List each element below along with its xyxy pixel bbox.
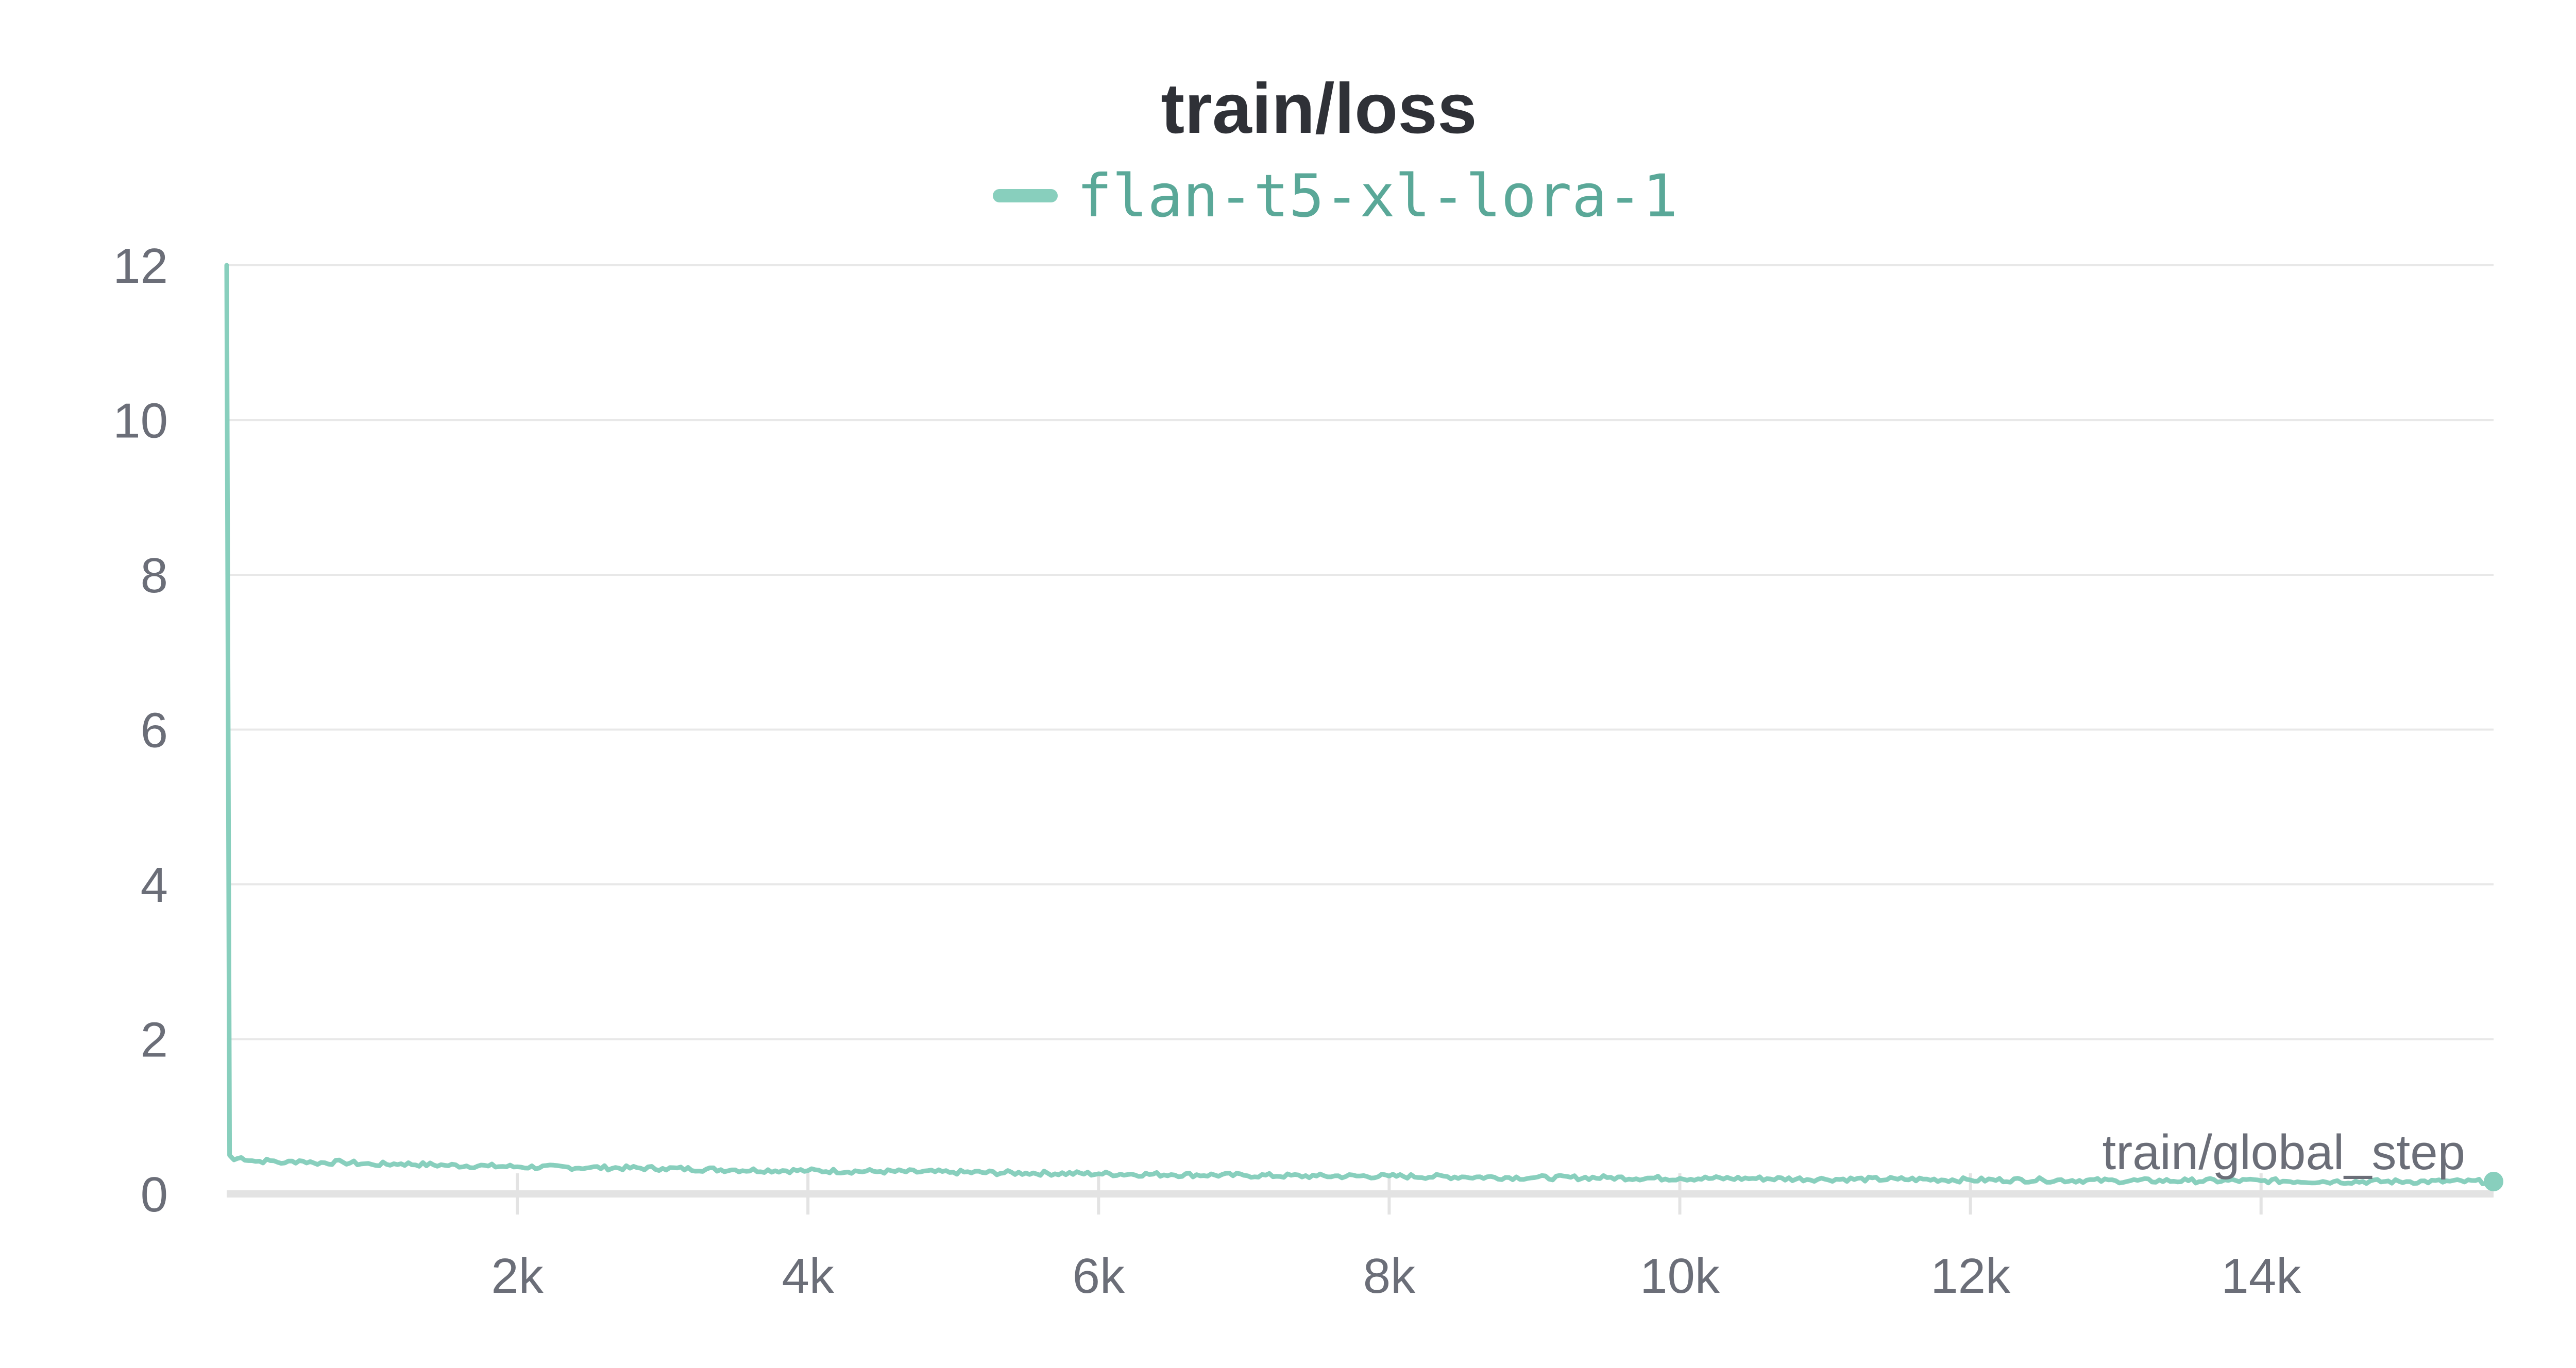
legend[interactable]: flan-t5-xl-lora-1: [993, 162, 1678, 230]
series-end-point[interactable]: [2484, 1171, 2503, 1191]
y-axis-ticks: 0 2 4 6 8 10 12: [113, 238, 168, 1222]
y-tick-label: 4: [141, 858, 168, 913]
grid-lines: [227, 264, 2494, 1040]
y-tick-label: 0: [141, 1167, 168, 1222]
y-tick-label: 6: [141, 703, 168, 758]
chart-title: train/loss: [1161, 69, 1477, 148]
x-tick-label: 10k: [1640, 1249, 1720, 1304]
x-tick-label: 14k: [2221, 1249, 2301, 1304]
series-line[interactable]: [224, 263, 2496, 1186]
x-tick-label: 2k: [491, 1249, 544, 1304]
legend-label: flan-t5-xl-lora-1: [1077, 162, 1678, 230]
x-axis-title: train/global_step: [2103, 1125, 2465, 1180]
y-tick-label: 12: [113, 238, 168, 294]
x-tick-label: 8k: [1363, 1249, 1416, 1304]
y-tick-label: 8: [141, 548, 168, 603]
y-tick-label: 10: [113, 394, 168, 449]
series-layer: [224, 263, 2503, 1191]
y-tick-label: 2: [141, 1013, 168, 1068]
x-tick-label: 4k: [782, 1249, 835, 1304]
x-tick-label: 6k: [1073, 1249, 1125, 1304]
x-tick-label: 12k: [1930, 1249, 2011, 1304]
x-axis-ticks: 2k 4k 6k 8k 10k 12k 14k: [491, 1173, 2301, 1304]
